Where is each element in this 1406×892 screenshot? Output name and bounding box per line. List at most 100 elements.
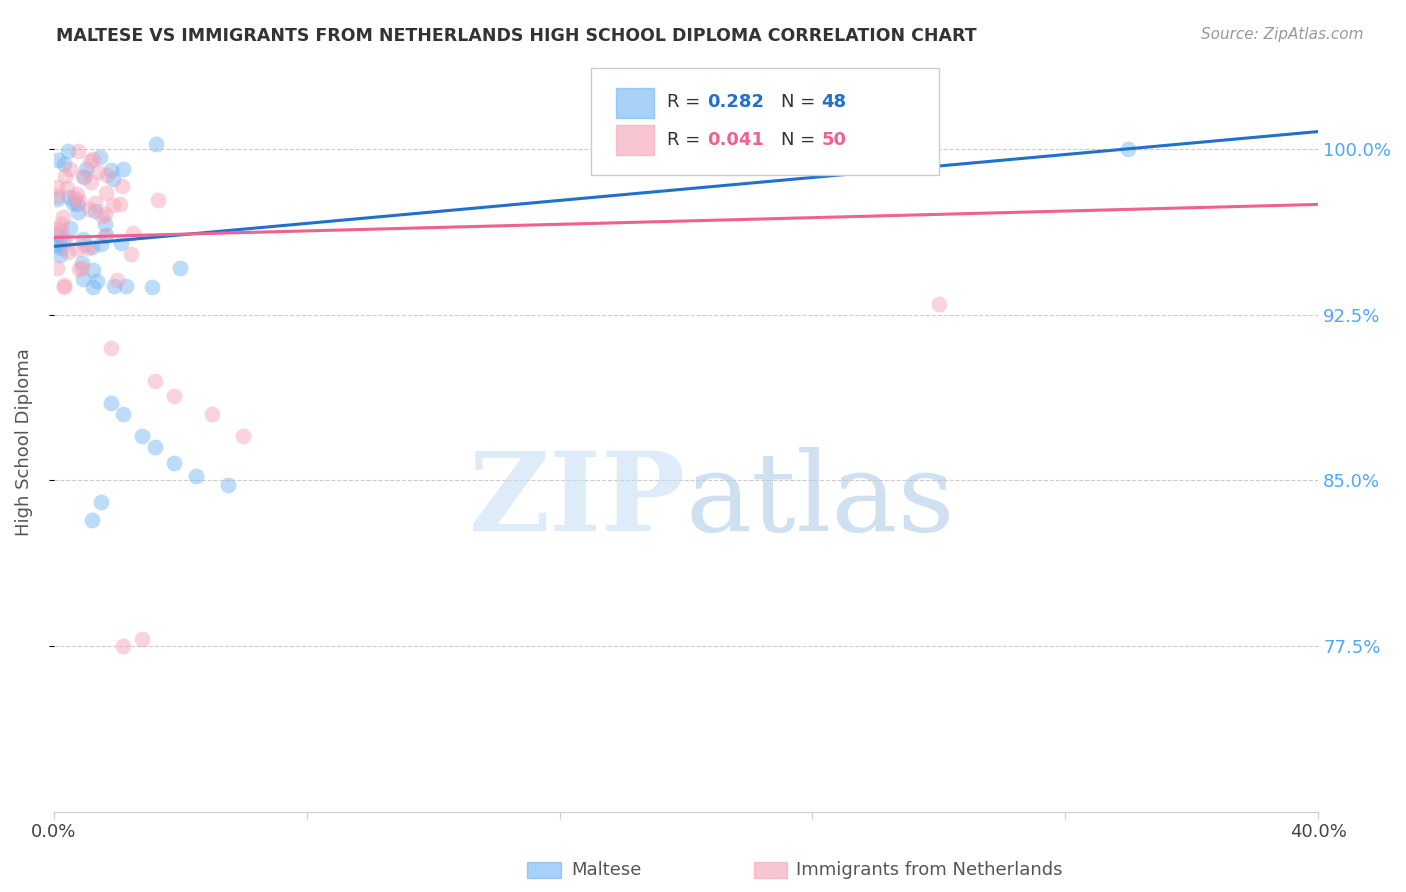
Point: [72, 169, 94, 183]
Point: [143, 440, 166, 454]
Point: [184, 469, 207, 483]
Text: MALTESE VS IMMIGRANTS FROM NETHERLANDS HIGH SCHOOL DIPLOMA CORRELATION CHART: MALTESE VS IMMIGRANTS FROM NETHERLANDS H…: [56, 27, 977, 45]
Text: R =: R =: [666, 94, 706, 112]
Point: [86, 274, 108, 288]
Point: [46, 180, 69, 194]
Point: [67, 194, 90, 209]
Point: [75, 161, 97, 176]
Point: [94, 217, 117, 231]
Point: [77, 202, 100, 216]
Point: [94, 186, 117, 200]
Point: [145, 137, 167, 152]
Text: ZIP: ZIP: [470, 448, 686, 555]
FancyBboxPatch shape: [591, 69, 939, 176]
Point: [90, 236, 112, 251]
Point: [232, 429, 254, 443]
Point: [73, 238, 96, 252]
Point: [107, 273, 129, 287]
Text: 48: 48: [821, 94, 846, 112]
Point: [82, 152, 104, 166]
Point: [52, 233, 75, 247]
Point: [90, 495, 112, 509]
Point: [77, 241, 100, 255]
Point: [115, 279, 138, 293]
Point: [49, 248, 72, 262]
Point: [103, 278, 125, 293]
Point: [65, 191, 87, 205]
Point: [67, 262, 90, 277]
Point: [46, 238, 69, 252]
Point: [51, 224, 73, 238]
Point: [53, 280, 76, 294]
Point: [56, 245, 79, 260]
Point: [131, 429, 153, 443]
Point: [59, 161, 82, 176]
Text: atlas: atlas: [686, 448, 956, 555]
Point: [84, 203, 107, 218]
Point: [73, 169, 96, 184]
Point: [112, 639, 135, 653]
Point: [46, 222, 69, 236]
Point: [163, 389, 186, 403]
Text: Source: ZipAtlas.com: Source: ZipAtlas.com: [1201, 27, 1364, 42]
Point: [112, 407, 135, 421]
Point: [58, 190, 80, 204]
Point: [91, 209, 114, 223]
Text: 0.282: 0.282: [707, 94, 765, 112]
Point: [46, 192, 69, 206]
Point: [66, 186, 89, 201]
Point: [143, 374, 166, 388]
Text: R =: R =: [666, 131, 706, 149]
Text: 50: 50: [821, 131, 846, 149]
Text: Maltese: Maltese: [571, 861, 641, 879]
Point: [100, 162, 122, 177]
Point: [53, 169, 76, 183]
FancyBboxPatch shape: [616, 125, 654, 155]
Point: [82, 263, 104, 277]
Point: [53, 157, 76, 171]
Point: [83, 195, 105, 210]
Point: [89, 150, 111, 164]
Point: [141, 279, 163, 293]
Point: [217, 477, 239, 491]
Point: [1118, 142, 1140, 156]
Point: [96, 168, 118, 182]
Point: [108, 196, 131, 211]
Point: [53, 234, 76, 248]
Point: [66, 144, 89, 158]
FancyBboxPatch shape: [616, 88, 654, 118]
Point: [66, 242, 89, 256]
Point: [100, 396, 122, 410]
Point: [94, 228, 117, 243]
Point: [80, 176, 103, 190]
Point: [46, 261, 69, 276]
Point: [110, 179, 132, 194]
Point: [53, 278, 76, 293]
Point: [49, 217, 72, 231]
Point: [59, 221, 82, 235]
Text: N =: N =: [780, 94, 821, 112]
Point: [94, 206, 117, 220]
Point: [100, 341, 122, 355]
Point: [52, 211, 75, 225]
Text: Immigrants from Netherlands: Immigrants from Netherlands: [796, 861, 1063, 879]
Point: [131, 632, 153, 647]
Point: [72, 232, 94, 246]
Point: [79, 153, 101, 168]
Point: [163, 456, 186, 470]
Point: [46, 153, 69, 167]
Point: [80, 240, 103, 254]
Point: [928, 297, 950, 311]
Point: [62, 196, 84, 211]
Y-axis label: High School Diploma: High School Diploma: [15, 348, 32, 536]
Point: [70, 256, 93, 270]
Point: [120, 247, 142, 261]
Point: [70, 260, 93, 275]
Point: [110, 236, 132, 251]
Point: [201, 407, 224, 421]
Point: [111, 162, 134, 177]
Point: [46, 227, 69, 241]
Point: [66, 205, 89, 219]
Point: [122, 227, 145, 241]
Point: [82, 280, 104, 294]
